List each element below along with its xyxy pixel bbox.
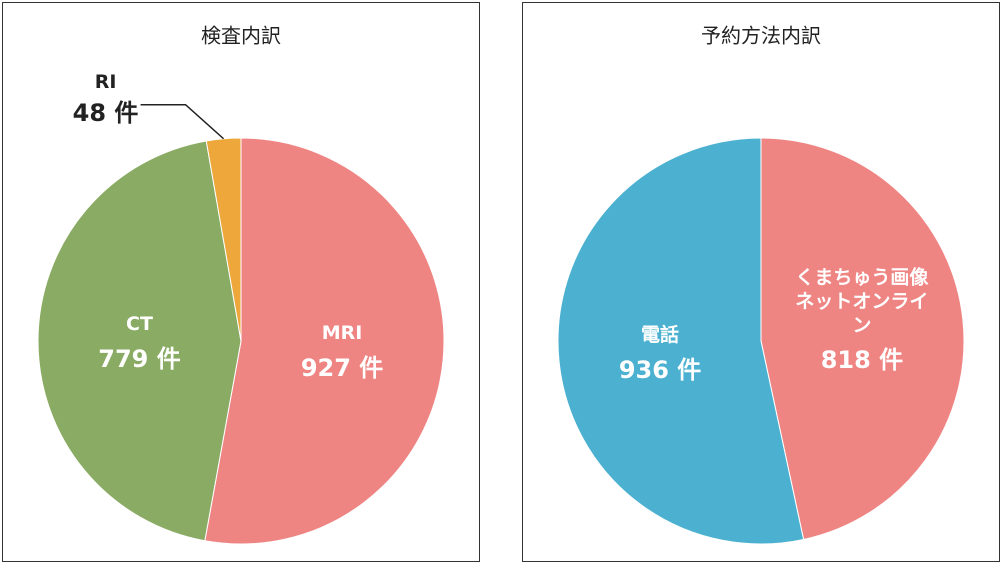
value-label: 927 件 [300,354,384,383]
panel [2,2,480,562]
slice-label: CT [126,312,153,335]
pie-slice [204,137,445,545]
pie-slice [557,137,805,545]
value-label: 48 件 [72,98,139,127]
pie-slice [760,137,965,541]
slice-label: MRI [321,322,363,345]
slice-label: くまちゅう画像 ネットオンライン [795,266,929,337]
slice-label: 電話 [641,323,680,346]
panel [522,2,1000,562]
leader-line [140,103,225,140]
slice-label: RI [94,70,117,93]
pie-slice [37,140,242,542]
chart-title: 検査内訳 [201,23,281,48]
value-label: 818 件 [820,346,904,375]
value-label: 779 件 [98,344,181,373]
value-label: 936 件 [618,355,702,384]
chart-title: 予約方法内訳 [701,23,821,48]
